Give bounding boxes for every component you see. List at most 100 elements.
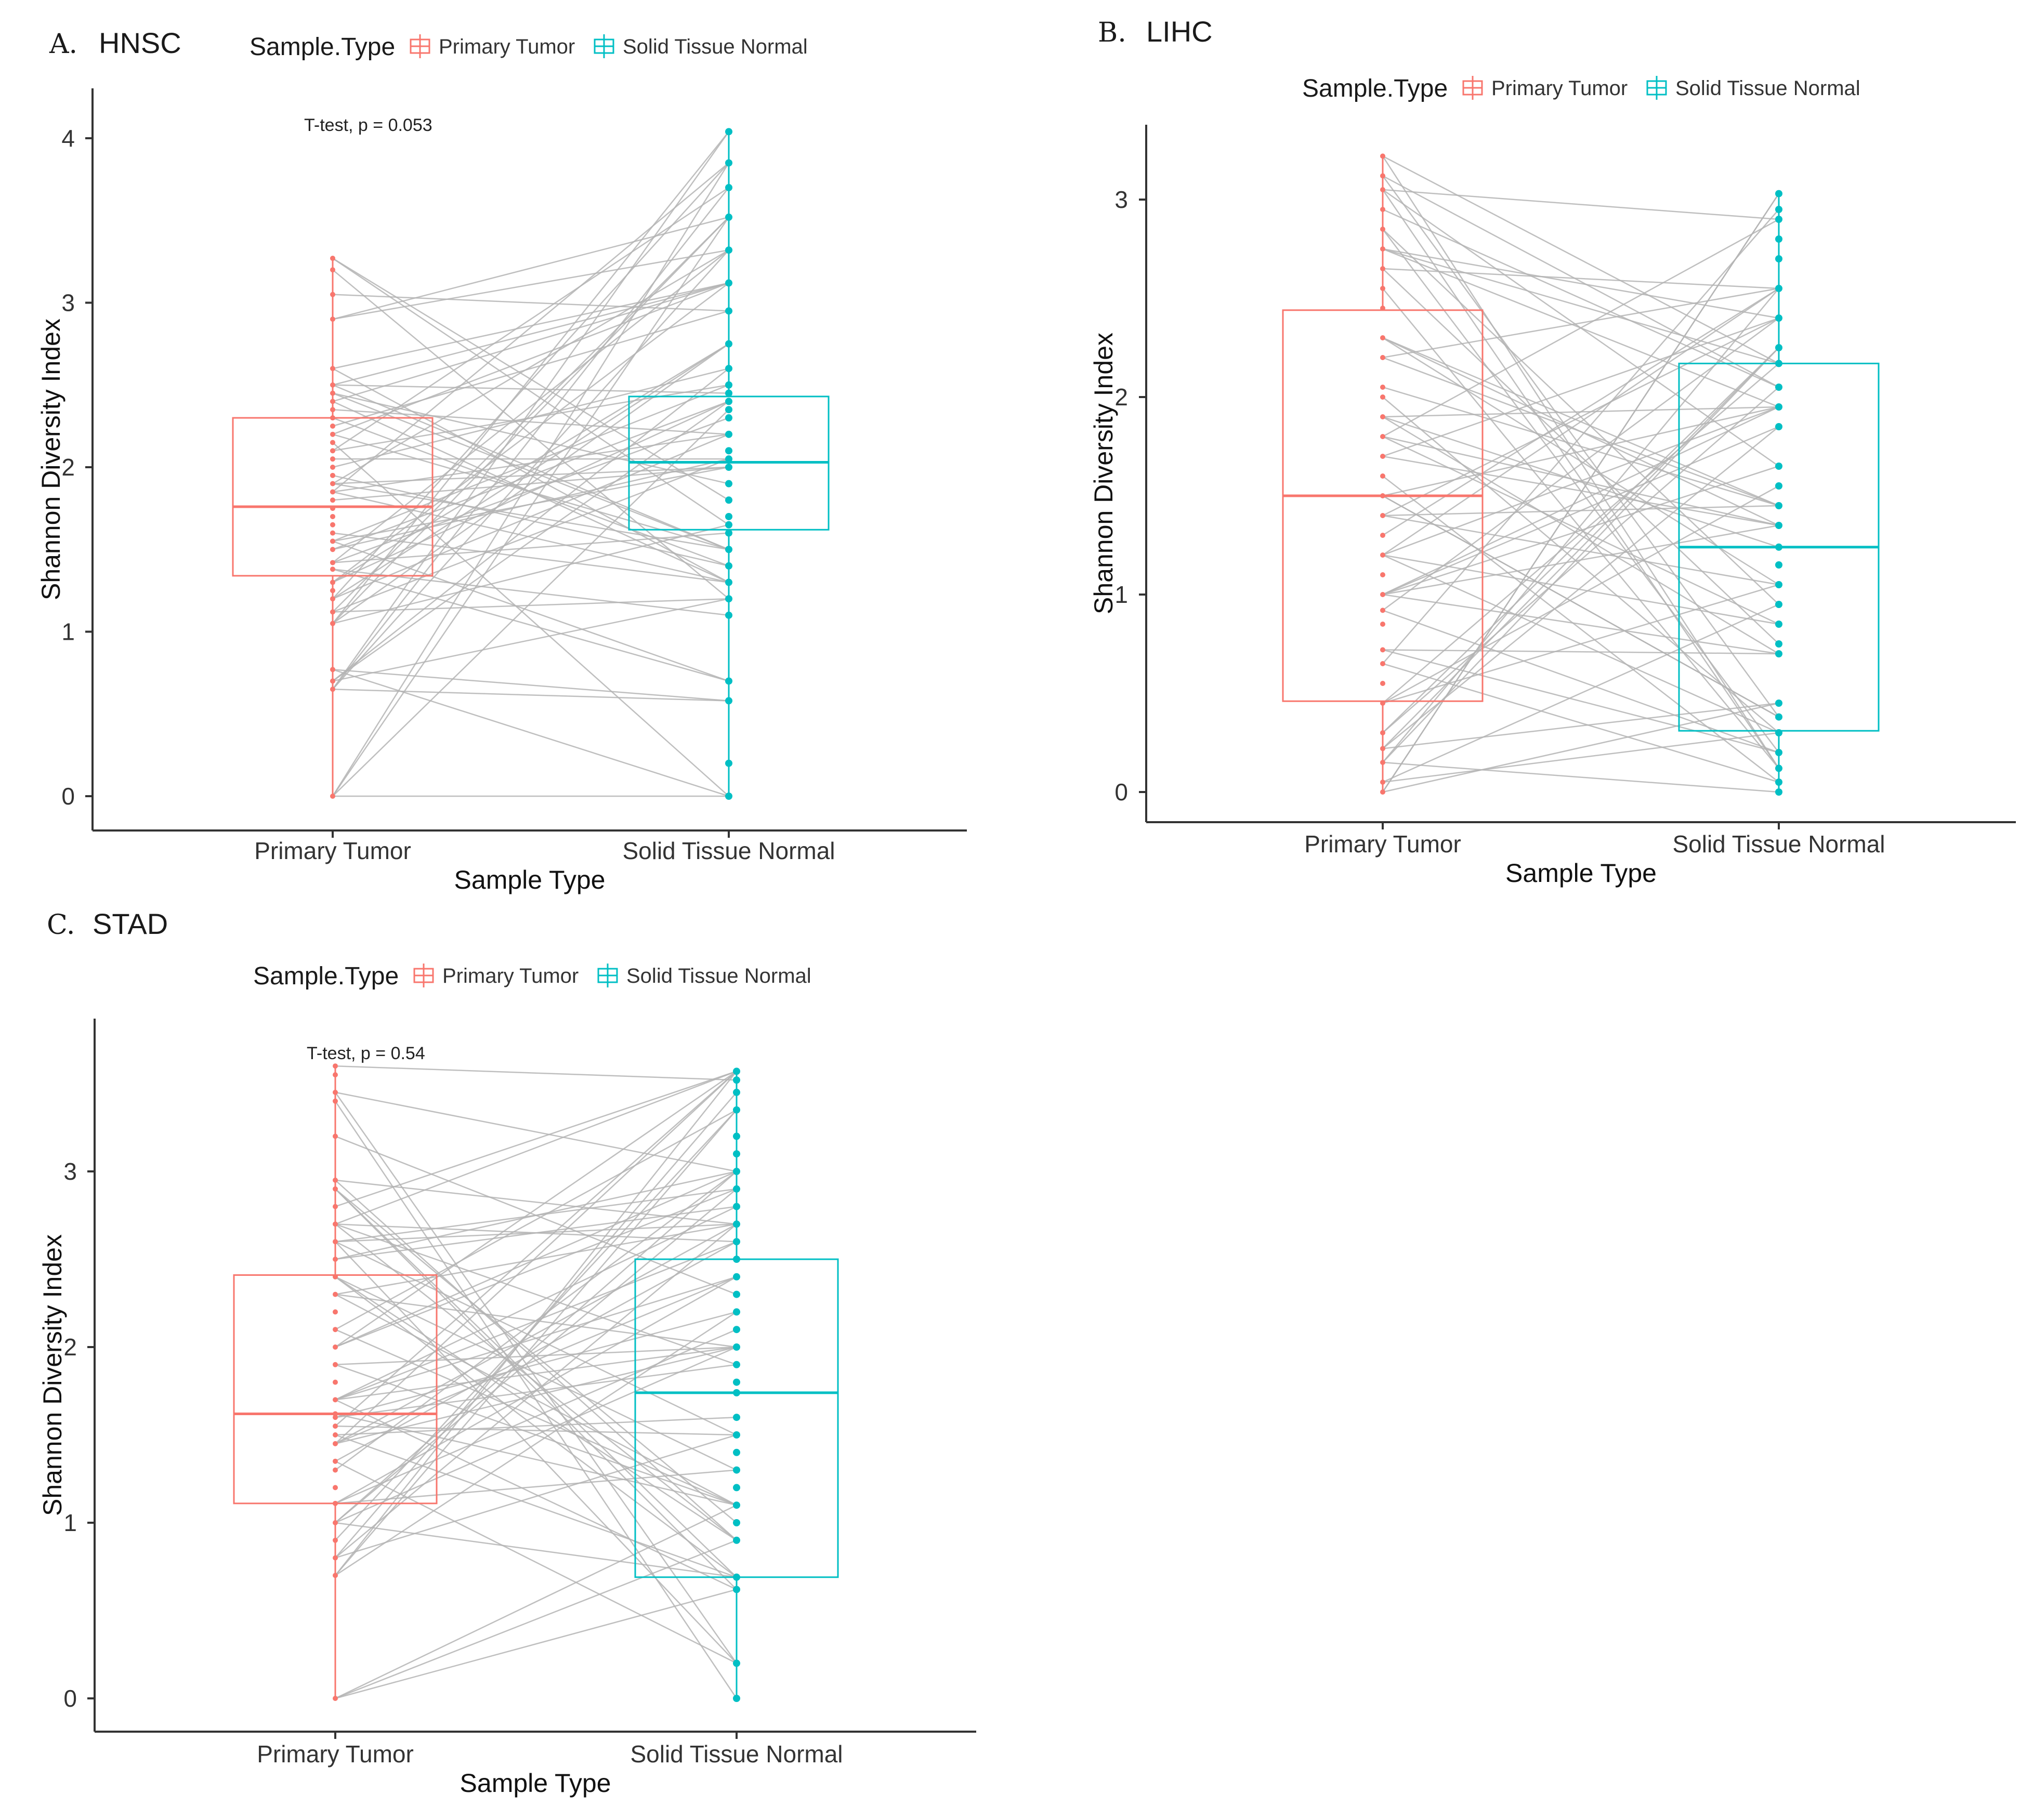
pair-line bbox=[1382, 610, 1779, 754]
pair-line bbox=[335, 1460, 737, 1664]
data-point bbox=[1380, 760, 1385, 765]
data-point bbox=[1775, 360, 1782, 367]
data-point bbox=[1775, 700, 1782, 707]
pair-line bbox=[1382, 416, 1779, 548]
data-point bbox=[733, 1484, 740, 1492]
x-tick-label: Solid Tissue Normal bbox=[1672, 830, 1885, 858]
data-point bbox=[1380, 701, 1385, 706]
data-point bbox=[330, 667, 335, 672]
y-tick-label: 0 bbox=[1114, 779, 1128, 806]
data-point bbox=[333, 1423, 338, 1429]
pair-line bbox=[335, 1071, 737, 1444]
data-point bbox=[733, 1501, 740, 1509]
data-point bbox=[333, 1063, 338, 1069]
pair-line bbox=[332, 162, 729, 493]
pair-line bbox=[335, 1071, 737, 1207]
legend-label: Solid Tissue Normal bbox=[626, 965, 811, 987]
data-point bbox=[330, 267, 335, 273]
pair-line bbox=[335, 1223, 737, 1444]
pair-line bbox=[335, 1469, 737, 1505]
data-point bbox=[725, 159, 732, 167]
data-point bbox=[1380, 454, 1385, 459]
pair-line bbox=[335, 1589, 737, 1699]
data-point bbox=[330, 687, 335, 692]
panel-tag: C. bbox=[47, 909, 75, 941]
data-point bbox=[333, 1221, 338, 1227]
data-point bbox=[333, 1177, 338, 1183]
data-point bbox=[1380, 227, 1385, 232]
data-point bbox=[1775, 581, 1782, 588]
data-point bbox=[1380, 592, 1385, 597]
pair-line bbox=[1382, 386, 1779, 507]
pair-line bbox=[332, 689, 729, 702]
pair-line bbox=[335, 1206, 737, 1260]
data-point bbox=[733, 1185, 740, 1193]
pair-line bbox=[332, 258, 729, 525]
data-point bbox=[725, 759, 732, 767]
data-point bbox=[333, 1537, 338, 1543]
data-point bbox=[725, 279, 732, 287]
data-point bbox=[1380, 622, 1385, 627]
data-point bbox=[330, 382, 335, 388]
pair-line bbox=[332, 187, 729, 452]
pair-line bbox=[1382, 347, 1779, 733]
data-point bbox=[1380, 789, 1385, 795]
y-tick-label: 1 bbox=[63, 1509, 77, 1536]
legend-key-primary-tumor: Primary Tumor bbox=[410, 34, 575, 58]
pair-line bbox=[332, 368, 729, 583]
pair-line bbox=[332, 384, 729, 542]
data-point bbox=[1380, 746, 1385, 751]
data-point bbox=[330, 547, 335, 552]
pair-line bbox=[332, 217, 729, 613]
data-point bbox=[1380, 572, 1385, 577]
data-point bbox=[1380, 552, 1385, 558]
points-primary-tumor bbox=[330, 256, 335, 799]
data-point bbox=[330, 609, 335, 615]
pair-line bbox=[1382, 155, 1780, 769]
data-point bbox=[725, 512, 732, 520]
data-point bbox=[733, 1076, 740, 1084]
data-point bbox=[1380, 681, 1385, 686]
pair-line bbox=[1382, 426, 1779, 749]
pair-line bbox=[335, 1416, 737, 1436]
data-point bbox=[733, 1273, 740, 1281]
pair-line bbox=[1382, 732, 1779, 783]
x-tick-label: Solid Tissue Normal bbox=[630, 1740, 843, 1768]
x-axis-title: Sample Type bbox=[460, 1769, 611, 1798]
data-point bbox=[1775, 190, 1782, 197]
data-point bbox=[725, 480, 732, 487]
pair-line bbox=[1382, 208, 1779, 388]
data-point bbox=[333, 1133, 338, 1139]
data-point bbox=[1775, 384, 1782, 391]
data-point bbox=[330, 794, 335, 799]
data-point bbox=[1775, 255, 1782, 262]
data-point bbox=[725, 365, 732, 373]
pair-line bbox=[1382, 347, 1779, 749]
data-point bbox=[1775, 314, 1782, 322]
data-point bbox=[330, 256, 335, 261]
data-point bbox=[1380, 473, 1385, 479]
pair-line bbox=[1382, 406, 1779, 596]
data-point bbox=[1380, 355, 1385, 360]
data-point bbox=[1380, 306, 1385, 311]
pair-line bbox=[332, 217, 730, 797]
data-point bbox=[725, 521, 732, 529]
data-point bbox=[333, 1274, 338, 1280]
data-point bbox=[733, 1659, 740, 1667]
pair-line bbox=[332, 282, 729, 370]
pair-line bbox=[332, 540, 729, 682]
data-point bbox=[1775, 788, 1782, 796]
y-tick-label: 1 bbox=[61, 618, 75, 645]
pair-line bbox=[332, 282, 729, 435]
data-point bbox=[733, 1431, 740, 1439]
pair-line bbox=[332, 343, 729, 624]
panel-hnsc: A. HNSC Sample.Type Primary Tumor Solid Tiss… bbox=[36, 27, 967, 894]
pair-line bbox=[335, 1276, 737, 1401]
pair-line bbox=[332, 598, 729, 613]
data-point bbox=[330, 489, 335, 495]
x-tick-label: Solid Tissue Normal bbox=[622, 837, 835, 864]
data-point bbox=[333, 1089, 338, 1095]
y-tick-label: 0 bbox=[63, 1685, 77, 1712]
data-point bbox=[1380, 661, 1385, 666]
